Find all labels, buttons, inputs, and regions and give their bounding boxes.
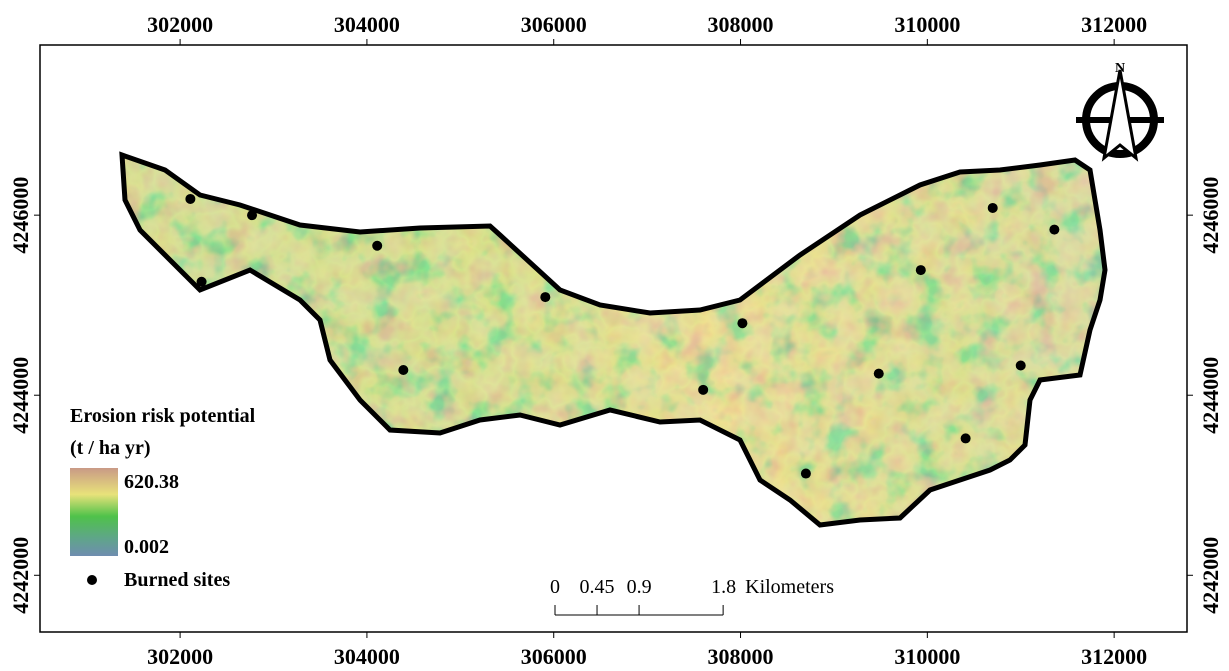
burned-site (874, 369, 884, 379)
burned-site (185, 194, 195, 204)
y-tick-label: 4242000 (8, 537, 33, 614)
burned-site (698, 385, 708, 395)
burned-site (961, 433, 971, 443)
scale-label: 0.45 (580, 576, 615, 598)
x-tick-label: 306000 (521, 644, 587, 669)
x-tick-label: 304000 (334, 644, 400, 669)
scale-unit: Kilometers (745, 576, 834, 598)
legend-site-symbol (87, 575, 97, 585)
x-tick-label: 302000 (147, 12, 213, 37)
scale-label: 0 (550, 576, 560, 598)
legend-max: 620.38 (124, 471, 179, 493)
burned-site (372, 241, 382, 251)
burned-site (801, 469, 811, 479)
burned-site (916, 265, 926, 275)
burned-site (1049, 225, 1059, 235)
y-tick-label: 4242000 (1198, 537, 1223, 614)
y-tick-label: 4246000 (1198, 177, 1223, 254)
scale-label: 1.8 (711, 576, 736, 598)
x-tick-label: 312000 (1081, 12, 1147, 37)
x-tick-label: 312000 (1081, 644, 1147, 669)
y-tick-label: 4244000 (8, 357, 33, 434)
burned-site (398, 365, 408, 375)
burned-site (197, 277, 207, 287)
burned-site (737, 318, 747, 328)
y-tick-label: 4246000 (8, 177, 33, 254)
y-tick-label: 4244000 (1198, 357, 1223, 434)
burned-site (1016, 361, 1026, 371)
north-label: N (1115, 61, 1125, 76)
burned-site (247, 210, 257, 220)
map: N Erosion risk potential (t / ha yr) 620… (0, 0, 1229, 671)
legend-unit: (t / ha yr) (70, 437, 151, 459)
scale-label: 0.9 (627, 576, 652, 598)
x-tick-label: 306000 (521, 12, 587, 37)
x-tick-label: 302000 (147, 644, 213, 669)
burned-site (988, 203, 998, 213)
legend-sites-label: Burned sites (124, 569, 230, 591)
legend-min: 0.002 (124, 536, 169, 558)
legend-ramp (70, 468, 118, 556)
legend-title: Erosion risk potential (70, 405, 256, 427)
x-tick-label: 310000 (894, 644, 960, 669)
burned-site (540, 292, 550, 302)
x-tick-label: 308000 (708, 12, 774, 37)
x-tick-label: 308000 (708, 644, 774, 669)
x-tick-label: 304000 (334, 12, 400, 37)
x-tick-label: 310000 (894, 12, 960, 37)
